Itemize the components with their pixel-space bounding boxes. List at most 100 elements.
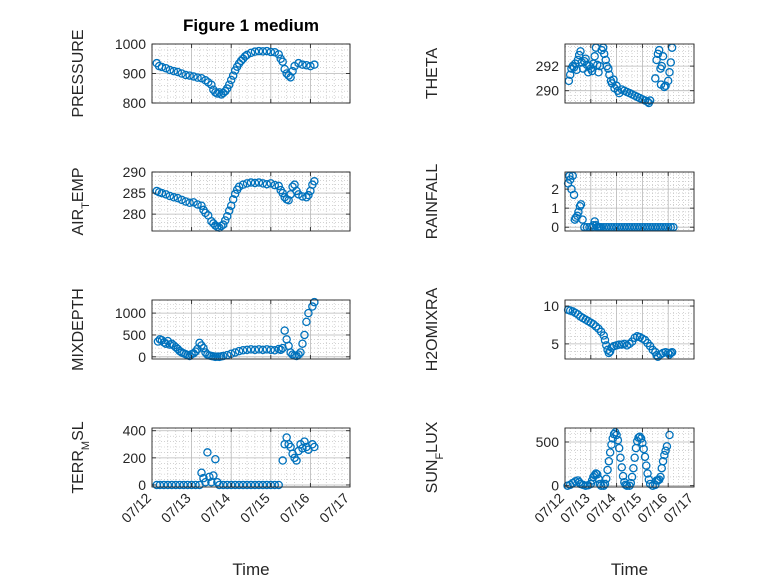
axes-box (564, 43, 695, 104)
y-tick-label: 2 (551, 181, 559, 197)
data-series (564, 43, 677, 108)
y-tick-label: 292 (536, 58, 560, 74)
data-point (306, 61, 315, 71)
data-point (278, 188, 287, 198)
data-point (662, 442, 672, 451)
subplot-2: 290 292 THETA (424, 43, 695, 108)
y-axis-label: H2OMIXRA (424, 287, 441, 371)
data-point (242, 480, 252, 490)
data-point (621, 480, 630, 490)
y-axis-label-part: PRESSURE (70, 29, 87, 117)
data-point (193, 73, 202, 82)
data-point (636, 434, 646, 443)
data-point (274, 181, 283, 191)
data-point (599, 331, 608, 340)
x-tick-label: 07/12 (118, 490, 154, 526)
data-point (262, 345, 272, 354)
data-point (640, 452, 650, 462)
x-tick-label: 07/15 (237, 490, 273, 526)
y-axis-label-part: LUX (424, 421, 441, 452)
data-point (665, 68, 674, 77)
data-point (284, 195, 293, 205)
data-point (569, 63, 579, 72)
data-point (590, 52, 599, 61)
data-point (219, 351, 228, 361)
data-point (224, 206, 234, 216)
data-point (574, 50, 584, 60)
data-point (203, 448, 212, 457)
x-tick-label: 07/13 (158, 490, 194, 526)
data-point (175, 480, 184, 490)
data-point (614, 443, 624, 453)
x-tick-label: 07/14 (197, 490, 233, 526)
y-tick-label: 0 (138, 477, 146, 493)
data-point (613, 435, 623, 445)
y-axis-label-part: AIR (70, 209, 87, 236)
y-axis-label: AIRTEMP (70, 167, 92, 235)
data-point (302, 60, 311, 70)
data-point (602, 474, 611, 483)
subplot-6: 5 10 H2OMIXRA (424, 287, 695, 371)
subplot-8: 0500SUNFLUX07/1207/1307/1407/1507/1607/1… (424, 421, 696, 579)
data-point (603, 465, 612, 475)
data-point (656, 472, 665, 482)
data-point (643, 469, 652, 478)
y-tick-label: 1000 (115, 36, 146, 52)
data-point (576, 200, 586, 209)
y-tick-label: 200 (123, 450, 147, 466)
data-point (230, 348, 240, 357)
data-point (591, 322, 601, 331)
data-point (652, 55, 661, 65)
data-point (574, 207, 583, 217)
data-point (246, 480, 256, 490)
data-point (159, 480, 169, 490)
data-point (181, 197, 190, 206)
data-point (294, 58, 303, 68)
data-point (616, 453, 625, 462)
data-point (600, 479, 610, 489)
grid (151, 43, 351, 104)
data-point (246, 48, 256, 58)
data-point (308, 302, 317, 311)
data-series (563, 305, 677, 361)
y-tick-label: 0 (138, 349, 146, 365)
axes-box (564, 299, 695, 360)
data-point (274, 50, 283, 59)
data-point (250, 345, 260, 355)
data-point (242, 345, 252, 355)
y-tick-label: 900 (123, 66, 147, 82)
data-point (298, 339, 307, 348)
axes-box (564, 427, 695, 488)
y-axis-label-part: THETA (424, 48, 441, 100)
data-point (242, 179, 252, 188)
data-point (294, 350, 303, 359)
data-series (153, 297, 319, 362)
y-axis-label: TERRMSL (70, 421, 92, 493)
data-point (298, 60, 307, 69)
data-point (630, 453, 639, 462)
y-tick-label: 10 (543, 298, 559, 314)
y-axis-label: RAINFALL (424, 164, 441, 240)
data-point (169, 66, 179, 76)
data-point (258, 47, 268, 56)
data-point (596, 481, 606, 490)
data-point (173, 67, 182, 77)
y-axis-label-part: M (80, 441, 92, 450)
data-point (300, 437, 309, 446)
data-point (594, 68, 603, 77)
data-point (155, 480, 165, 490)
data-point (173, 193, 182, 203)
y-axis-label: THETA (424, 48, 441, 100)
x-tick-label: 07/17 (660, 490, 696, 526)
data-point (601, 55, 611, 65)
y-axis-label-part: EMP (70, 167, 87, 202)
data-point (230, 189, 240, 199)
y-tick-label: 1000 (115, 305, 146, 321)
data-point (661, 446, 670, 455)
data-point (578, 215, 587, 224)
data-point (171, 480, 181, 490)
grid (151, 428, 351, 487)
data-point (250, 480, 260, 490)
